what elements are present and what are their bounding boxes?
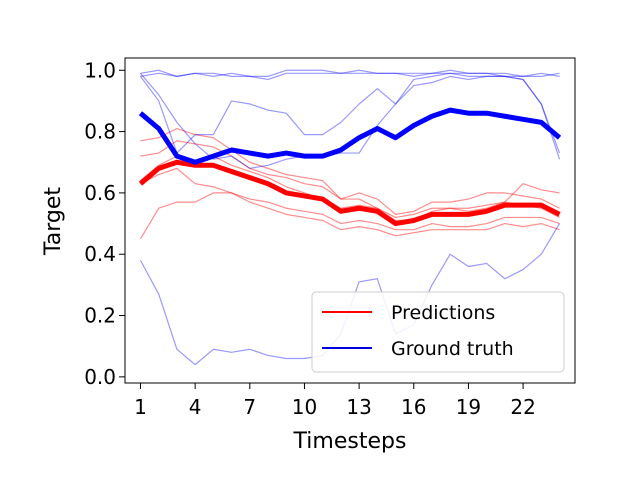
x-tick-label-5: 16 [401,395,426,419]
x-tick-label-7: 22 [510,395,535,419]
y-axis-label: Target [41,187,66,256]
x-tick-label-3: 10 [292,395,317,419]
ground-truth-line-7 [140,69,560,81]
y-tick-label-4: 0.8 [84,120,116,144]
y-tick-label-5: 1.0 [84,58,116,82]
prediction-mean-line-0 [138,159,561,227]
y-tick-label-0: 0.0 [84,365,116,389]
x-tick-label-2: 7 [243,395,256,419]
legend-box [311,291,565,373]
x-axis-label: Timesteps [293,429,407,454]
prediction-line-5 [139,192,560,240]
x-tick-label-4: 13 [346,395,371,419]
x-tick-label-0: 1 [134,395,147,419]
ground-truth-line-10 [140,75,561,160]
y-tick-label-2: 0.4 [84,242,116,266]
y-tick-label-3: 0.6 [84,181,116,205]
y-tick-label-1: 0.2 [84,304,116,328]
x-tick-label-6: 19 [456,395,481,419]
x-tick-label-1: 4 [189,395,202,419]
tick-layer: 1 4 7 10 13 16 19 22 0.0 0.2 0.4 0.6 0.8 1.0 [84,58,536,419]
legend: Predictions Ground truth [311,291,565,373]
ground-truth-line-8 [140,69,560,77]
legend-label-predictions: Predictions [391,302,495,324]
prediction-line-4 [140,167,560,231]
ground-truth-mean-line-1 [138,107,562,165]
prediction-line-3 [140,140,560,219]
prediction-line-2 [140,127,560,215]
legend-label-ground-truth: Ground truth [391,338,514,360]
